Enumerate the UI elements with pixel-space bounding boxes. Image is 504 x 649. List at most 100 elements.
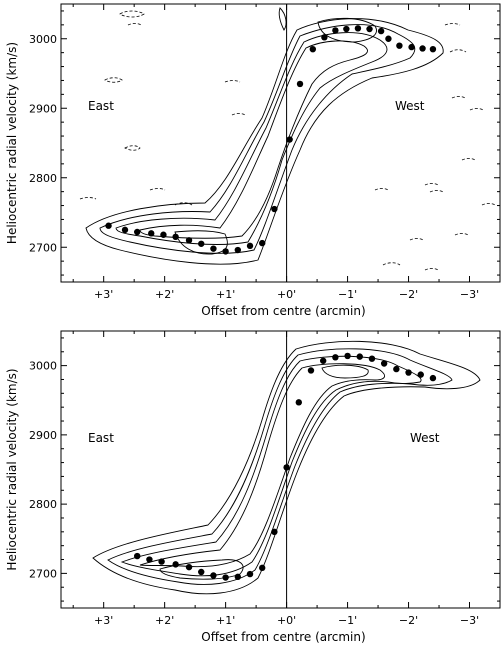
noise-contour (429, 190, 444, 193)
x-tick-label: −2' (399, 614, 418, 627)
data-point (419, 45, 426, 52)
data-point (259, 564, 266, 572)
data-point (158, 558, 165, 565)
data-point (234, 573, 242, 581)
data-point (354, 25, 362, 32)
x-axis-title: Offset from centre (arcmin) (201, 304, 365, 318)
contour-line (85, 18, 444, 265)
contour-line (107, 348, 453, 585)
data-point (283, 464, 290, 471)
x-tick-label: +1' (216, 288, 235, 301)
noise-contour (481, 203, 496, 206)
noise-contour (174, 202, 193, 206)
data-point (160, 231, 167, 238)
noise-contour (127, 23, 142, 26)
contour-line (99, 24, 416, 254)
noise-contour (119, 10, 145, 18)
contour-line (321, 364, 369, 379)
contour-line (317, 17, 377, 43)
data-point (271, 205, 278, 213)
noise-contour (451, 96, 466, 99)
data-point (222, 248, 229, 255)
data-point (319, 357, 327, 364)
data-point (366, 25, 373, 33)
y-tick-label: 3000 (29, 360, 57, 373)
data-point (343, 25, 350, 33)
contour-line (139, 363, 386, 568)
data-point (344, 352, 351, 360)
y-tick-label: 2700 (29, 241, 57, 254)
data-point (408, 43, 415, 51)
plot-frame (60, 3, 501, 283)
x-tick-label: +2' (155, 614, 174, 627)
data-point (234, 246, 242, 254)
panel-observed: +3' +2' +1' +0' −1' −2' −3' 2700 2800 2900 3000 Off… (5, 3, 501, 318)
x-tick-label: +1' (216, 614, 235, 627)
noise-contour (444, 23, 461, 26)
data-point (429, 374, 437, 382)
data-point (134, 552, 141, 560)
y-axis-title: Heliocentric radial velocity (km/s) (5, 42, 19, 244)
x-tick-label: +2' (155, 288, 174, 301)
data-point (121, 226, 129, 234)
data-point (198, 240, 205, 247)
data-point (309, 45, 317, 53)
data-point (134, 228, 141, 236)
noise-contour (224, 80, 241, 83)
noise-contour (449, 49, 467, 53)
data-point (172, 561, 179, 568)
annotation-east: East (88, 431, 114, 445)
noise-contour (382, 262, 401, 266)
data-point (396, 42, 403, 49)
data-point (295, 399, 302, 406)
data-point (405, 369, 412, 376)
data-point (417, 371, 424, 378)
noise-contour (149, 188, 166, 191)
plot-frame (60, 330, 501, 609)
x-tick-label: −1' (338, 288, 357, 301)
data-point (198, 568, 205, 576)
noise-contour (424, 268, 439, 271)
data-point (185, 237, 193, 244)
data-point (222, 574, 229, 581)
data-point (246, 242, 254, 250)
y-axis-title: Heliocentric radial velocity (km/s) (5, 368, 19, 570)
data-point (307, 367, 315, 374)
noise-contour (424, 183, 439, 186)
data-point (286, 136, 293, 143)
data-point (393, 365, 400, 373)
contour-group (92, 340, 481, 595)
y-tick-label: 2700 (29, 567, 57, 580)
noise-contour (231, 113, 246, 116)
data-point (148, 230, 155, 237)
annotation-east: East (88, 99, 114, 113)
contour-line (278, 7, 287, 31)
data-point (146, 556, 153, 563)
contour-line (120, 355, 422, 577)
noise-contour (409, 238, 424, 241)
data-point (296, 80, 304, 88)
y-tick-label: 2900 (29, 429, 57, 442)
data-point (377, 27, 385, 35)
noise-contour (469, 108, 484, 111)
y-tick-label: 2800 (29, 498, 57, 511)
x-tick-label: +0' (277, 288, 296, 301)
annotation-west: West (410, 431, 440, 445)
y-tick-label: 3000 (29, 33, 57, 46)
data-point (332, 27, 339, 34)
data-point (380, 360, 388, 367)
contour-line (139, 40, 368, 239)
data-point (368, 355, 376, 362)
noise-contour (124, 145, 141, 151)
contour-line (159, 559, 244, 580)
x-tick-label: −3' (460, 288, 479, 301)
panel-model: +3' +2' +1' +0' −1' −2' −3' 2700 2800 2900 3000 Off… (5, 330, 501, 644)
contour-group (79, 7, 496, 271)
noise-contour (454, 233, 469, 236)
data-point (385, 35, 392, 42)
data-point (332, 354, 339, 361)
noise-contour (79, 197, 97, 200)
x-tick-label: +3' (94, 614, 113, 627)
data-point (185, 563, 193, 571)
